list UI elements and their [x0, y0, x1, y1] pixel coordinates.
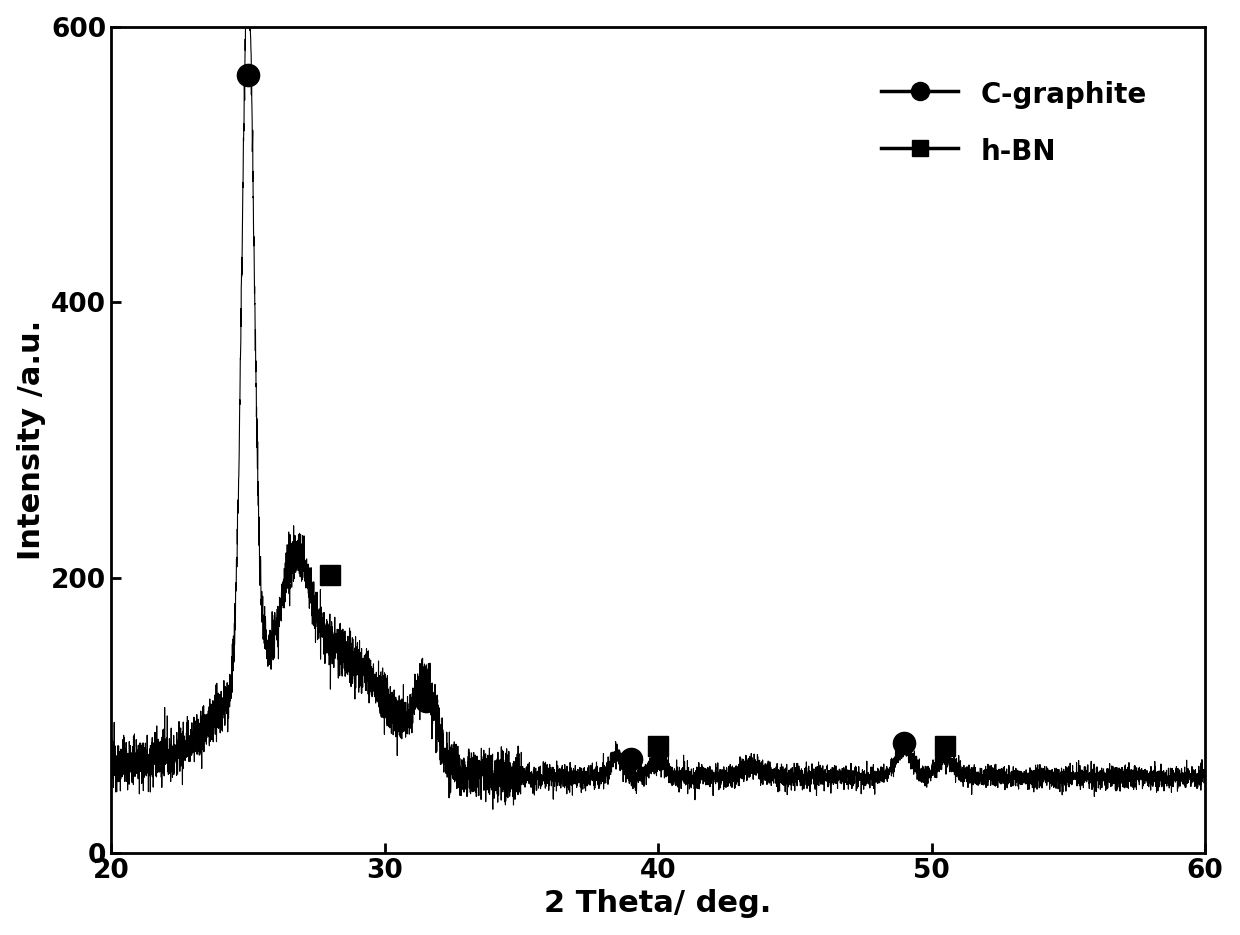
- Y-axis label: Intensity /a.u.: Intensity /a.u.: [16, 320, 46, 560]
- X-axis label: 2 Theta/ deg.: 2 Theta/ deg.: [544, 889, 771, 918]
- Legend: C-graphite, h-BN: C-graphite, h-BN: [858, 57, 1169, 189]
